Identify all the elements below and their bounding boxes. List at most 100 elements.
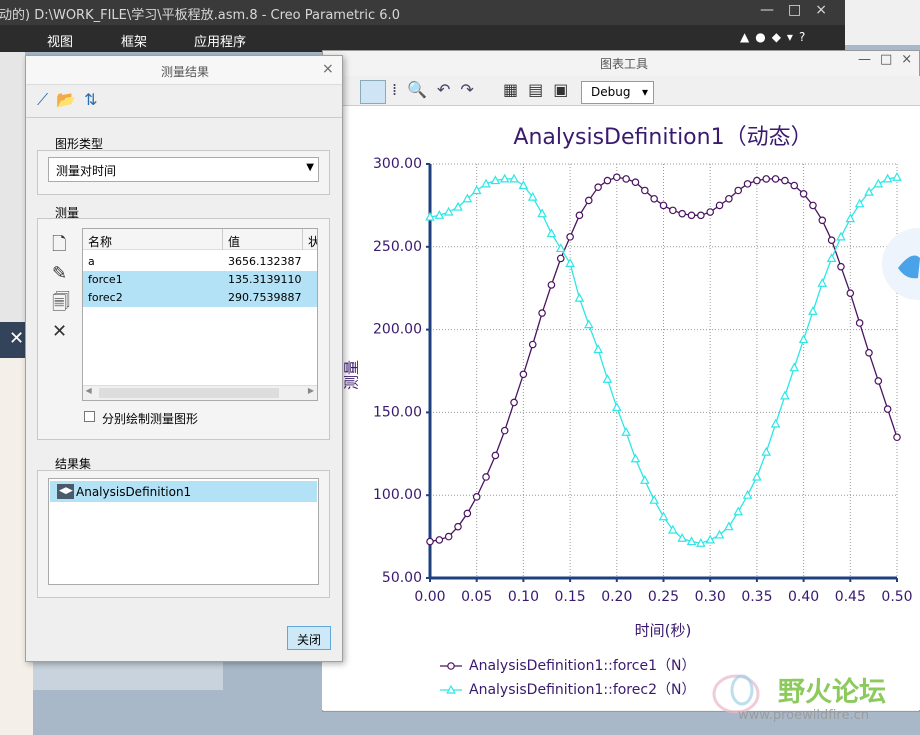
point (584, 196, 593, 205)
point (490, 175, 501, 185)
x-tick-label: 0.25 (648, 589, 679, 605)
point (790, 181, 799, 190)
scrollbar[interactable]: ◀ ▶ (83, 385, 317, 400)
point (630, 453, 641, 463)
x-tick-label: 0.00 (414, 589, 445, 605)
point (463, 509, 472, 518)
legend-label: AnalysisDefinition1::forec2（N） (469, 682, 695, 698)
cell[interactable]: 135.3139110 (228, 273, 301, 286)
point (789, 362, 800, 372)
point (781, 176, 789, 185)
side-window (845, 0, 920, 45)
point (641, 186, 649, 195)
dropdown-arrow: ▾ (641, 85, 648, 99)
model-surface (33, 662, 223, 690)
point (481, 178, 491, 188)
menu-item[interactable]: 应用程序 (194, 35, 247, 50)
point (471, 185, 482, 195)
point (855, 319, 864, 327)
point (594, 183, 602, 191)
point (668, 524, 678, 534)
point (677, 532, 687, 542)
point (650, 194, 658, 203)
dialog-close-x[interactable]: × (322, 61, 334, 77)
point (434, 210, 445, 219)
point (538, 309, 546, 317)
point (518, 180, 529, 190)
dialog-tools[interactable]: ⟋📂⇅ (37, 90, 106, 109)
point (602, 374, 613, 383)
point (883, 405, 892, 413)
cell[interactable]: 290.7539887 (228, 291, 301, 304)
group-label: 结果集 (55, 457, 92, 471)
x-tick-label: 0.40 (788, 589, 819, 605)
point (546, 228, 557, 238)
point (818, 216, 827, 225)
point (640, 475, 650, 484)
point (443, 206, 454, 216)
x-tick-label: 0.10 (508, 589, 539, 605)
point (583, 319, 594, 329)
mode-select[interactable]: Debug ▾ (581, 81, 654, 104)
y-tick-label: 50.00 (382, 570, 422, 586)
result-icon: ◀▶ (57, 484, 74, 499)
watermark-url: www.proewildfire.cn (738, 708, 869, 723)
point (621, 427, 631, 436)
point (435, 536, 444, 544)
point (882, 173, 893, 183)
checkbox[interactable] (84, 411, 95, 422)
point (780, 390, 790, 400)
point (565, 258, 575, 267)
title-bar (0, 0, 845, 25)
tool-buttons[interactable]: ⁞🔍↶↷ (392, 80, 484, 99)
point (845, 213, 856, 223)
selected-result (50, 481, 317, 502)
point (519, 370, 528, 379)
graph-type-value: 测量对时间 (56, 164, 117, 178)
cell[interactable]: 3656.132387 (228, 255, 301, 268)
point (715, 201, 724, 210)
result-item[interactable]: AnalysisDefinition1 (76, 485, 192, 499)
watermark-name: 野火论坛 (778, 677, 886, 708)
point (612, 173, 621, 182)
assistant-icon[interactable] (872, 228, 920, 304)
window-title: 活动的) D:\WORK_FILE\学习\平板程放.asm.8 - Creo P… (0, 8, 400, 23)
point (491, 451, 500, 460)
cell[interactable]: force1 (88, 273, 123, 286)
point (808, 306, 818, 315)
point (686, 536, 697, 546)
tool-button[interactable] (360, 80, 386, 104)
point (724, 521, 734, 531)
point (873, 178, 884, 188)
help-icons[interactable]: ▲●◆▾? (740, 30, 812, 44)
point (425, 211, 435, 221)
menu-item[interactable]: 框架 (121, 35, 148, 50)
window-controls[interactable]: —□× (760, 2, 840, 18)
x-axis-label: 时间(秒) (635, 622, 692, 640)
point (762, 175, 771, 183)
graph-type-select[interactable]: 测量对时间 ▼ (48, 157, 319, 182)
measure-table (82, 228, 318, 401)
y-tick-label: 300.00 (373, 156, 422, 172)
point (631, 178, 640, 187)
cell[interactable]: forec2 (88, 291, 123, 304)
tool-buttons[interactable]: ▦▤▣ (503, 80, 578, 99)
measure-tools[interactable]: 🗋 ✎ 🗐 ✕ (52, 234, 70, 342)
chart-title: AnalysisDefinition1（动态） (513, 125, 812, 150)
y-tick-label: 250.00 (373, 239, 422, 255)
close-button[interactable]: 关闭 (287, 626, 331, 650)
point (752, 471, 762, 481)
point (537, 208, 547, 218)
chart-window-controls[interactable]: —□× (858, 52, 920, 67)
separator (26, 117, 342, 118)
point (528, 340, 537, 349)
mode-value: Debug (591, 85, 631, 99)
menu-item[interactable]: 视图 (47, 35, 74, 50)
point (678, 209, 686, 218)
cell[interactable]: a (88, 255, 95, 268)
point (453, 201, 463, 211)
point (846, 289, 855, 297)
point (874, 377, 883, 385)
point (743, 180, 752, 188)
point (482, 473, 490, 481)
